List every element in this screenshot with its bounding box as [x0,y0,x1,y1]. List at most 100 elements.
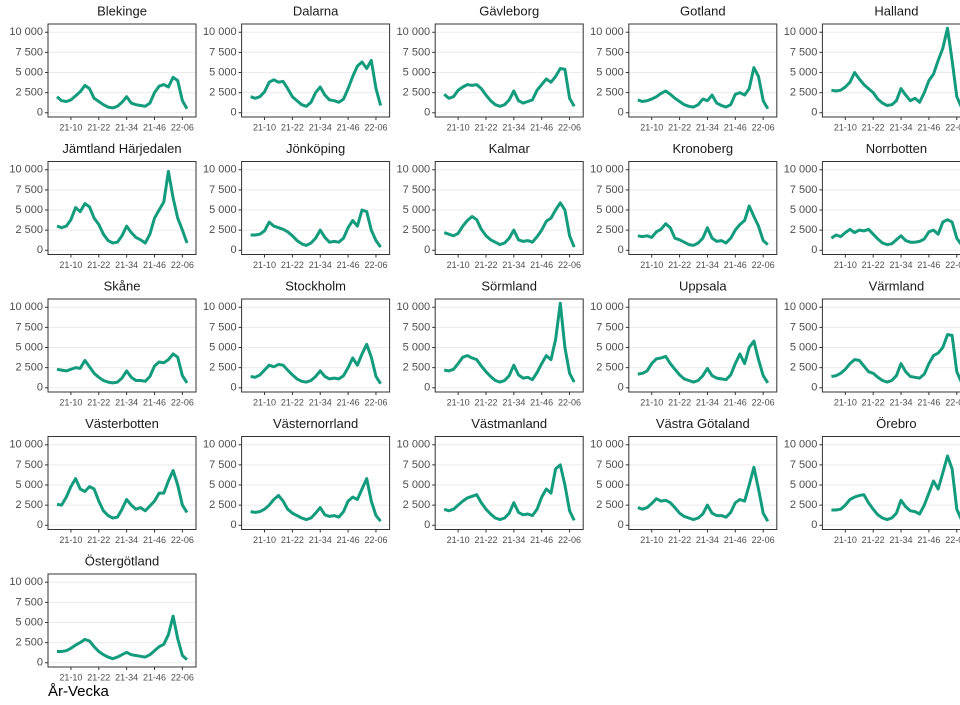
x-tick-label: 21-34 [115,122,138,132]
panel-border [241,298,391,393]
panel-border [821,23,960,118]
x-tick-label: 21-10 [253,122,276,132]
x-tick-label: 21-22 [87,397,110,407]
y-tick-label: 2 500 [596,87,624,99]
x-tick-label: 21-10 [834,260,857,270]
y-tick-label: 0 [37,107,43,119]
x-tick-label: 21-34 [115,260,138,270]
panel-border [47,298,197,393]
data-line [250,342,382,385]
x-tick-label: 21-34 [696,260,719,270]
panel-border [47,436,197,530]
y-tick-label: 10 000 [784,26,818,38]
y-tick-label: 7 500 [403,459,431,471]
y-tick-label: 10 000 [203,164,237,176]
panel-title: Värmland [869,278,925,293]
panel-background [48,436,196,530]
x-tick-label: 21-34 [502,122,525,132]
panel-background [241,161,390,255]
x-tick-label: 21-34 [115,535,138,545]
x-tick-label: 21-22 [281,397,304,407]
data-line [637,465,770,522]
x-tick-label: 21-22 [281,122,304,132]
panel-title: Jönköping [286,141,345,156]
x-tick-label: 21-46 [143,397,166,407]
x-tick-label: 21-10 [834,397,857,407]
x-tick-label: 21-46 [143,260,166,270]
y-tick-label: 0 [230,107,236,119]
x-tick-label: 21-46 [917,535,940,545]
x-tick-label: 21-10 [447,260,470,270]
panel-border [241,436,391,530]
y-tick-label: 2 500 [15,637,43,649]
data-line [831,333,960,384]
y-tick-label: 5 000 [209,341,237,353]
x-tick-label: 21-10 [253,535,276,545]
x-axis-title: År-Vecka [48,683,110,700]
y-tick-label: 7 500 [596,321,624,333]
panel-title: Örebro [876,416,916,431]
x-tick-label: 22-06 [171,535,194,545]
y-tick-label: 10 000 [9,439,43,451]
x-tick-label: 21-22 [862,260,885,270]
panel-border [628,23,778,118]
x-tick-label: 21-22 [87,535,110,545]
panel-title: Västmanland [471,416,547,431]
x-tick-label: 21-22 [87,260,110,270]
y-tick-label: 2 500 [403,499,431,511]
data-line [831,454,960,522]
panel-title: Östergötland [85,553,159,568]
y-tick-label: 7 500 [790,459,818,471]
x-tick-label: 21-34 [890,535,913,545]
y-tick-label: 2 500 [15,362,43,374]
y-tick-label: 5 000 [209,204,237,216]
y-tick-label: 5 000 [209,479,237,491]
panel-background [48,161,196,255]
x-tick-label: 22-06 [558,535,581,545]
x-tick-label: 21-46 [724,535,747,545]
y-tick-label: 0 [811,382,817,394]
x-tick-label: 21-22 [668,122,691,132]
y-tick-label: 2 500 [790,224,818,236]
y-tick-label: 2 500 [209,224,237,236]
panel-background [822,299,960,392]
x-tick-label: 21-22 [474,260,497,270]
y-tick-label: 10 000 [203,301,237,313]
panel-title: Västra Götaland [656,416,750,431]
panel-title: Blekinge [97,3,147,18]
y-tick-label: 5 000 [790,204,818,216]
x-tick-label: 21-34 [502,397,525,407]
y-tick-label: 2 500 [209,87,237,99]
y-tick-label: 7 500 [209,46,237,58]
x-tick-label: 22-06 [171,397,194,407]
y-tick-label: 7 500 [790,184,818,196]
y-tick-label: 5 000 [403,66,431,78]
x-tick-label: 22-06 [364,397,387,407]
panel-border [434,436,584,530]
y-tick-label: 0 [424,382,430,394]
y-tick-label: 0 [230,519,236,531]
y-tick-label: 10 000 [9,164,43,176]
x-tick-label: 21-34 [890,260,913,270]
panel-title: Västerbotten [85,416,159,431]
y-tick-label: 2 500 [790,499,818,511]
x-tick-label: 21-22 [474,535,497,545]
data-line [637,204,769,247]
data-line [637,339,770,384]
y-tick-label: 5 000 [15,204,43,216]
x-tick-label: 22-06 [752,535,775,545]
x-tick-label: 21-10 [834,122,857,132]
y-tick-label: 5 000 [403,479,431,491]
panel-title: Gävleborg [479,3,539,18]
y-tick-label: 10 000 [590,439,624,451]
x-tick-label: 21-46 [530,260,553,270]
x-tick-label: 22-06 [945,122,960,132]
data-line [830,218,960,247]
x-tick-label: 21-10 [59,122,82,132]
x-tick-label: 21-46 [143,122,166,132]
x-tick-label: 21-46 [724,397,747,407]
y-tick-label: 2 500 [596,499,624,511]
x-tick-label: 21-46 [143,672,166,682]
data-line [56,469,189,520]
